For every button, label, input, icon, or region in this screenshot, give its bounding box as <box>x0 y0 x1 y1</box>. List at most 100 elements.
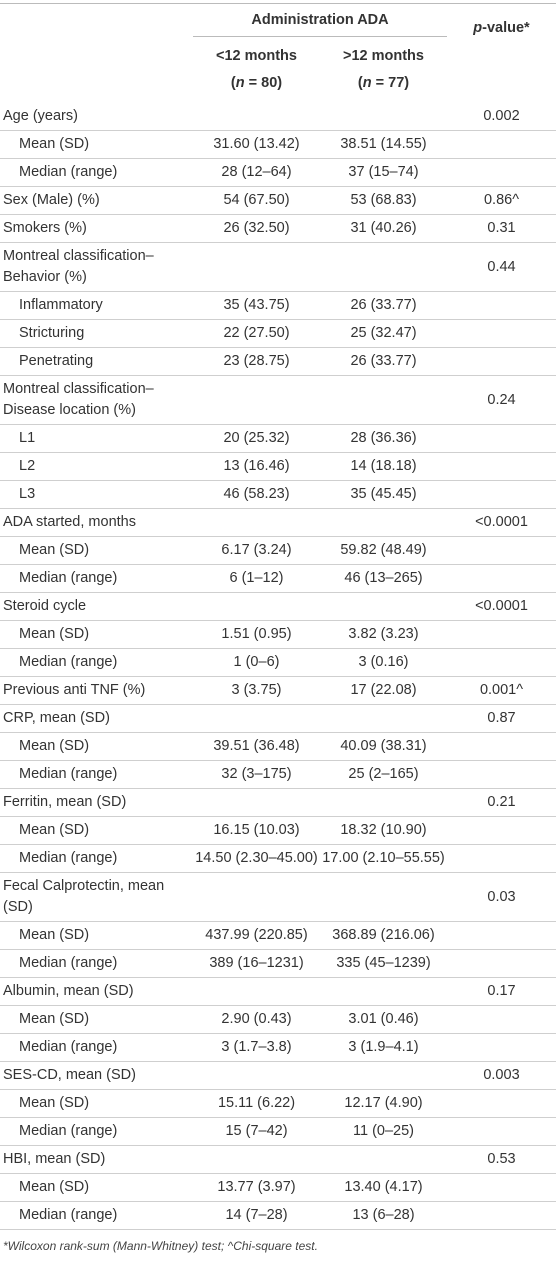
cell-pvalue <box>447 844 556 873</box>
cell-over-12: 368.89 (216.06) <box>320 921 447 950</box>
table-row: Ferritin, mean (SD) 0.21 <box>0 788 556 817</box>
row-label: Montreal classification–Disease location… <box>0 375 193 425</box>
table-row: Mean (SD) 31.60 (13.42) 38.51 (14.55) <box>0 130 556 159</box>
cell-pvalue <box>447 158 556 187</box>
cell-under-12: 437.99 (220.85) <box>193 921 320 950</box>
cell-under-12: 14.50 (2.30–45.00) <box>193 844 320 873</box>
cell-pvalue <box>447 564 556 593</box>
table-body: Age (years) 0.002 Mean (SD) 31.60 (13.42) 38… <box>0 103 556 1230</box>
row-label: L1 <box>0 424 193 453</box>
blank-header-cell <box>0 4 193 36</box>
col2-label: >12 months <box>343 48 424 64</box>
cell-under-12: 23 (28.75) <box>193 347 320 376</box>
group-header-label: Administration ADA <box>251 12 389 28</box>
table-row: Mean (SD) 39.51 (36.48) 40.09 (38.31) <box>0 732 556 761</box>
cell-pvalue <box>447 424 556 453</box>
cell-over-12: 17 (22.08) <box>320 676 447 705</box>
row-label: L2 <box>0 452 193 481</box>
cell-over-12: 12.17 (4.90) <box>320 1089 447 1118</box>
table-row: Smokers (%) 26 (32.50) 31 (40.26) 0.31 <box>0 214 556 243</box>
cell-under-12: 31.60 (13.42) <box>193 130 320 159</box>
table-row: CRP, mean (SD) 0.87 <box>0 704 556 733</box>
cell-over-12: 31 (40.26) <box>320 214 447 243</box>
cell-under-12: 389 (16–1231) <box>193 949 320 978</box>
cell-under-12 <box>193 508 320 537</box>
cell-pvalue <box>447 291 556 320</box>
cell-over-12: 38.51 (14.55) <box>320 130 447 159</box>
row-label: Stricturing <box>0 319 193 348</box>
row-label: Median (range) <box>0 1033 193 1062</box>
cell-over-12: 26 (33.77) <box>320 291 447 320</box>
table-row: Mean (SD) 1.51 (0.95) 3.82 (3.23) <box>0 620 556 649</box>
cell-pvalue <box>447 536 556 565</box>
cell-pvalue <box>447 1117 556 1146</box>
cell-over-12: 35 (45.45) <box>320 480 447 509</box>
cell-under-12: 46 (58.23) <box>193 480 320 509</box>
col-header-pvalue: p-value* <box>447 20 556 104</box>
cell-over-12: 25 (2–165) <box>320 760 447 789</box>
cell-under-12: 39.51 (36.48) <box>193 732 320 761</box>
cell-over-12 <box>320 977 447 1006</box>
cell-pvalue: 0.001^ <box>447 676 556 705</box>
row-label: Median (range) <box>0 158 193 187</box>
row-label: Median (range) <box>0 844 193 873</box>
col2-n: (n = 77) <box>357 75 410 91</box>
table-row: Montreal classification–Behavior (%) 0.44 <box>0 242 556 292</box>
cell-pvalue: 0.44 <box>447 242 556 292</box>
cell-pvalue <box>447 949 556 978</box>
cell-over-12 <box>320 242 447 292</box>
table-row: Median (range) 32 (3–175) 25 (2–165) <box>0 760 556 789</box>
row-label: Median (range) <box>0 949 193 978</box>
row-label: Mean (SD) <box>0 1005 193 1034</box>
cell-pvalue: 0.21 <box>447 788 556 817</box>
cell-over-12 <box>320 1145 447 1174</box>
col-header-under-12: <12 months (n = 80) <box>193 37 320 104</box>
cell-over-12: 14 (18.18) <box>320 452 447 481</box>
table-row: Penetrating 23 (28.75) 26 (33.77) <box>0 347 556 376</box>
table-row: Median (range) 389 (16–1231) 335 (45–1239) <box>0 949 556 978</box>
row-label: SES-CD, mean (SD) <box>0 1061 193 1090</box>
table-row: Mean (SD) 13.77 (3.97) 13.40 (4.17) <box>0 1173 556 1202</box>
row-label: Inflammatory <box>0 291 193 320</box>
table-footnote: *Wilcoxon rank-sum (Mann-Whitney) test; … <box>3 1239 318 1253</box>
cell-under-12: 32 (3–175) <box>193 760 320 789</box>
cell-under-12: 13.77 (3.97) <box>193 1173 320 1202</box>
cell-over-12: 18.32 (10.90) <box>320 816 447 845</box>
cell-over-12: 53 (68.83) <box>320 186 447 215</box>
row-label: Steroid cycle <box>0 592 193 621</box>
cell-pvalue: <0.0001 <box>447 508 556 537</box>
table-top-rule <box>0 3 556 4</box>
group-header: Administration ADA <box>193 4 447 36</box>
row-label: Age (years) <box>0 103 193 131</box>
cell-pvalue <box>447 452 556 481</box>
table-row: Sex (Male) (%) 54 (67.50) 53 (68.83) 0.86^ <box>0 186 556 215</box>
cell-under-12: 1 (0–6) <box>193 648 320 677</box>
cell-over-12 <box>320 375 447 425</box>
cell-under-12 <box>193 704 320 733</box>
cell-over-12: 59.82 (48.49) <box>320 536 447 565</box>
cell-over-12: 3 (1.9–4.1) <box>320 1033 447 1062</box>
table-row: Stricturing 22 (27.50) 25 (32.47) <box>0 319 556 348</box>
table-row: Inflammatory 35 (43.75) 26 (33.77) <box>0 291 556 320</box>
cell-over-12: 335 (45–1239) <box>320 949 447 978</box>
row-label: Albumin, mean (SD) <box>0 977 193 1006</box>
row-label: Sex (Male) (%) <box>0 186 193 215</box>
table-row: Median (range) 28 (12–64) 37 (15–74) <box>0 158 556 187</box>
cell-over-12: 26 (33.77) <box>320 347 447 376</box>
cell-under-12 <box>193 788 320 817</box>
row-label: Smokers (%) <box>0 214 193 243</box>
cell-pvalue <box>447 130 556 159</box>
table-row: HBI, mean (SD) 0.53 <box>0 1145 556 1174</box>
cell-over-12: 3.01 (0.46) <box>320 1005 447 1034</box>
table-row: Mean (SD) 6.17 (3.24) 59.82 (48.49) <box>0 536 556 565</box>
row-label: Median (range) <box>0 648 193 677</box>
cell-pvalue <box>447 1201 556 1230</box>
cell-over-12 <box>320 508 447 537</box>
cell-under-12 <box>193 872 320 922</box>
row-label: Mean (SD) <box>0 1089 193 1118</box>
row-label: Mean (SD) <box>0 130 193 159</box>
pvalue-label: p-value* <box>473 19 530 36</box>
cell-over-12 <box>320 872 447 922</box>
cell-pvalue <box>447 921 556 950</box>
table-row: Mean (SD) 2.90 (0.43) 3.01 (0.46) <box>0 1005 556 1034</box>
